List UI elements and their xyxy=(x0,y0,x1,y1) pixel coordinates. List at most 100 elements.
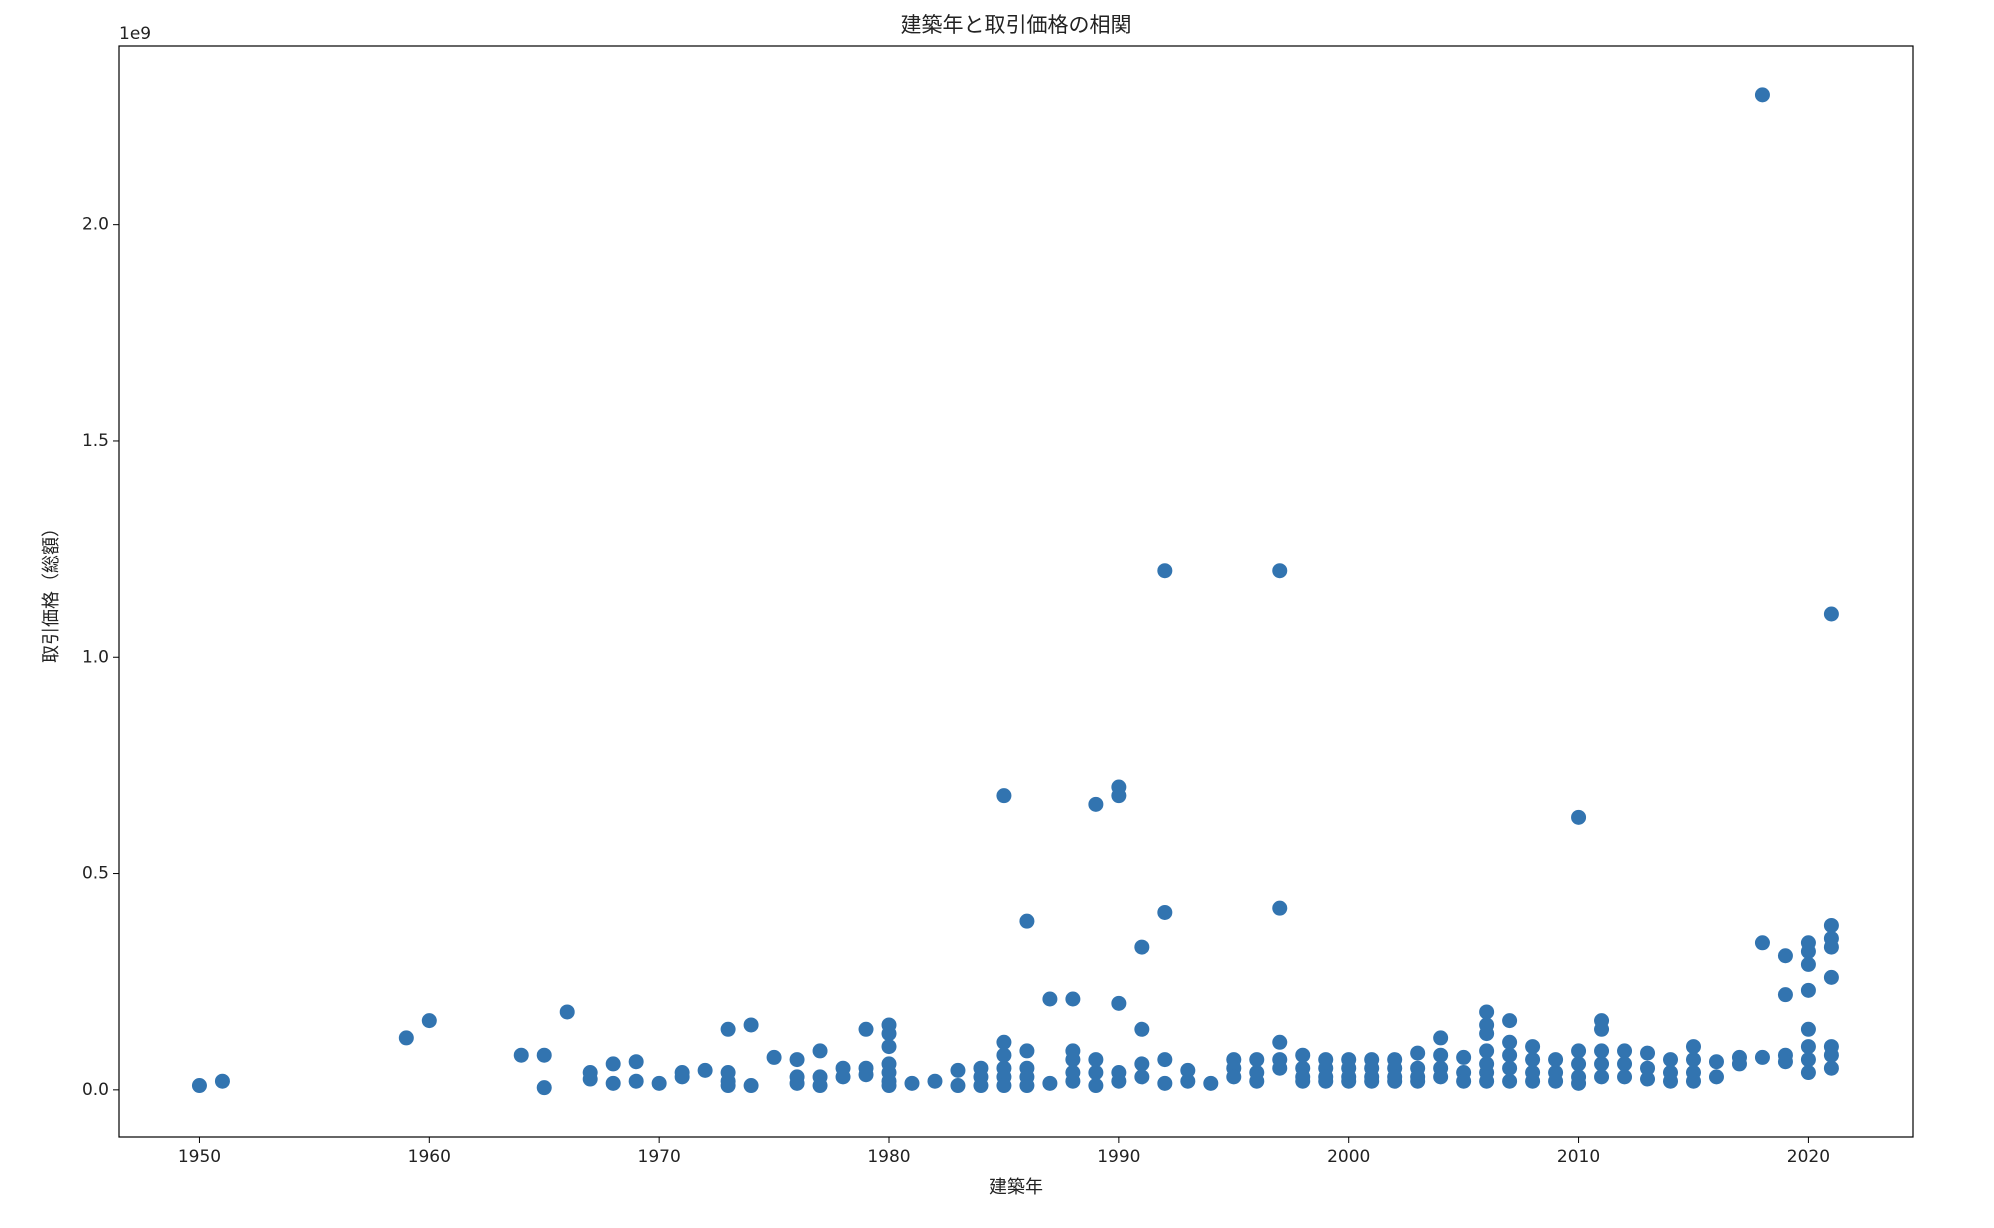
point xyxy=(1295,1073,1311,1089)
point xyxy=(1800,1021,1816,1037)
point xyxy=(1823,939,1839,955)
point xyxy=(1134,939,1150,955)
point xyxy=(1111,1073,1127,1089)
y-tick-label: 0.5 xyxy=(82,864,109,884)
point xyxy=(720,1078,736,1094)
point xyxy=(1042,1075,1058,1091)
point xyxy=(1019,913,1035,929)
point xyxy=(1754,87,1770,103)
point xyxy=(1663,1073,1679,1089)
point xyxy=(1410,1073,1426,1089)
point xyxy=(1754,935,1770,951)
point xyxy=(1341,1073,1357,1089)
point xyxy=(881,1039,897,1055)
point xyxy=(858,1067,874,1083)
point xyxy=(697,1062,713,1078)
point xyxy=(812,1078,828,1094)
point xyxy=(1456,1049,1472,1065)
point xyxy=(628,1054,644,1070)
point xyxy=(1272,563,1288,579)
point xyxy=(191,1078,207,1094)
point xyxy=(1065,991,1081,1007)
point xyxy=(1685,1052,1701,1068)
point xyxy=(605,1056,621,1072)
point xyxy=(1272,1034,1288,1050)
point xyxy=(1088,1065,1104,1081)
point xyxy=(1410,1045,1426,1061)
y-axis-label: 取引価格（総額） xyxy=(41,519,62,663)
point xyxy=(1019,1078,1035,1094)
point xyxy=(1433,1030,1449,1046)
point xyxy=(1663,1052,1679,1068)
point xyxy=(1685,1039,1701,1055)
point xyxy=(513,1047,529,1063)
point xyxy=(1157,904,1173,920)
point xyxy=(1042,991,1058,1007)
point xyxy=(1502,1060,1518,1076)
plot-frame xyxy=(118,45,1914,1138)
point xyxy=(881,1026,897,1042)
x-tick-label: 1960 xyxy=(408,1147,451,1167)
point xyxy=(1617,1043,1633,1059)
x-axis-label: 建築年 xyxy=(989,1177,1043,1198)
y-tick-label: 0.0 xyxy=(82,1080,109,1100)
point xyxy=(766,1049,782,1065)
point xyxy=(1249,1052,1265,1068)
point xyxy=(1502,1034,1518,1050)
point xyxy=(996,788,1012,804)
point xyxy=(1088,1078,1104,1094)
point xyxy=(720,1021,736,1037)
point xyxy=(996,1047,1012,1063)
point xyxy=(536,1080,552,1096)
point xyxy=(1479,1004,1495,1020)
point xyxy=(835,1069,851,1085)
point xyxy=(1134,1021,1150,1037)
point xyxy=(1525,1073,1541,1089)
point xyxy=(214,1073,230,1089)
point xyxy=(674,1069,690,1085)
point xyxy=(1548,1052,1564,1068)
point xyxy=(1617,1069,1633,1085)
point xyxy=(1502,1013,1518,1029)
point xyxy=(1640,1060,1656,1076)
point xyxy=(1731,1056,1747,1072)
point xyxy=(1823,606,1839,622)
point xyxy=(559,1004,575,1020)
point xyxy=(1571,1075,1587,1091)
point xyxy=(1823,969,1839,985)
point xyxy=(1594,1056,1610,1072)
point xyxy=(996,1034,1012,1050)
y-tick-label: 1.5 xyxy=(82,431,109,451)
point xyxy=(1823,917,1839,933)
point xyxy=(605,1075,621,1091)
point xyxy=(1111,995,1127,1011)
point xyxy=(1203,1075,1219,1091)
point xyxy=(536,1047,552,1063)
point xyxy=(1594,1021,1610,1037)
point xyxy=(1800,1039,1816,1055)
point xyxy=(1065,1052,1081,1068)
point xyxy=(743,1078,759,1094)
point xyxy=(1134,1069,1150,1085)
point xyxy=(1823,1047,1839,1063)
point xyxy=(1800,956,1816,972)
point xyxy=(1777,987,1793,1003)
point xyxy=(1456,1073,1472,1089)
point xyxy=(421,1013,437,1029)
point xyxy=(1502,1047,1518,1063)
point xyxy=(743,1017,759,1033)
point xyxy=(1364,1073,1380,1089)
point xyxy=(1571,1043,1587,1059)
point xyxy=(1387,1073,1403,1089)
y-tick-label: 2.0 xyxy=(82,215,109,235)
point xyxy=(1111,788,1127,804)
x-tick-label: 1950 xyxy=(178,1147,221,1167)
point xyxy=(1777,1054,1793,1070)
point xyxy=(1433,1047,1449,1063)
point xyxy=(1708,1054,1724,1070)
point xyxy=(628,1073,644,1089)
point xyxy=(1571,1056,1587,1072)
point xyxy=(1479,1043,1495,1059)
point xyxy=(1777,948,1793,964)
